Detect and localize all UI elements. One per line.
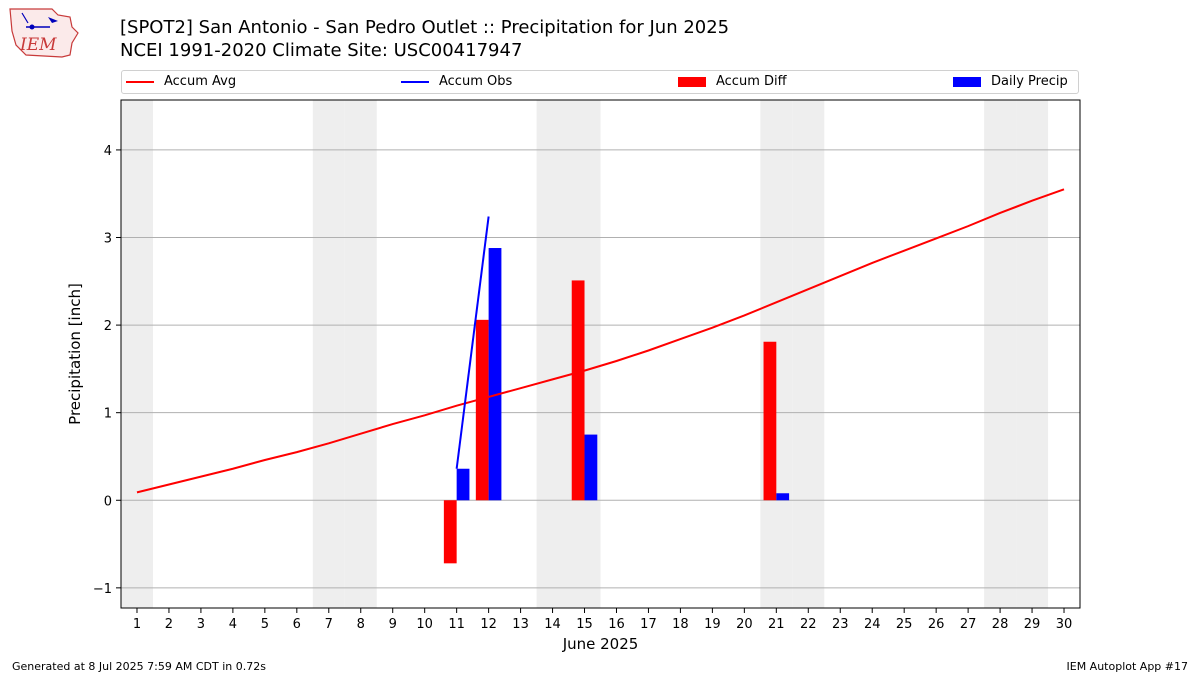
x-axis-label: June 2025 — [562, 635, 639, 653]
x-tick-label: 29 — [1024, 617, 1041, 632]
x-tick-label: 20 — [736, 617, 753, 632]
legend-label: Accum Obs — [439, 74, 513, 89]
weekend-shade — [1016, 100, 1049, 608]
x-tick-label: 28 — [992, 617, 1009, 632]
y-tick-label: 0 — [104, 494, 112, 509]
daily-precip-bar — [776, 493, 790, 501]
plot-frame — [120, 99, 1081, 609]
legend-item-daily-precip: Daily Precip — [953, 74, 1068, 89]
legend-label: Accum Avg — [164, 74, 237, 89]
x-tick-label: 10 — [416, 617, 433, 632]
weekend-shade — [312, 100, 345, 608]
daily-precip-bar — [456, 468, 470, 501]
generated-timestamp: Generated at 8 Jul 2025 7:59 AM CDT in 0… — [12, 660, 266, 673]
legend-swatch-accum-obs — [401, 80, 429, 83]
x-tick-label: 27 — [960, 617, 977, 632]
x-tick-label: 18 — [672, 617, 689, 632]
x-tick-label: 9 — [389, 617, 397, 632]
weekend-shade — [121, 100, 153, 608]
y-axis-label: Precipitation [inch] — [66, 283, 84, 425]
weekend-shade — [984, 100, 1017, 608]
iem-logo: IEM — [9, 8, 79, 58]
y-tick-label: 2 — [104, 319, 112, 334]
x-tick-label: 11 — [448, 617, 465, 632]
y-tick-label: 4 — [104, 144, 112, 159]
daily-precip-bar — [488, 248, 502, 501]
x-tick-label: 2 — [165, 617, 173, 632]
accum-diff-bar — [443, 500, 457, 564]
x-tick-label: 8 — [357, 617, 365, 632]
x-tick-label: 24 — [864, 617, 881, 632]
y-tick-label: −1 — [93, 582, 112, 597]
x-tick-label: 23 — [832, 617, 849, 632]
x-tick-label: 14 — [544, 617, 561, 632]
chart-subtitle: NCEI 1991-2020 Climate Site: USC00417947 — [120, 40, 523, 61]
y-tick-label: 1 — [104, 407, 112, 422]
x-tick-label: 3 — [197, 617, 205, 632]
app-credit: IEM Autoplot App #17 — [1066, 660, 1189, 673]
legend-label: Daily Precip — [991, 74, 1068, 89]
x-tick-label: 4 — [229, 617, 237, 632]
x-tick-label: 25 — [896, 617, 913, 632]
x-tick-label: 21 — [768, 617, 785, 632]
x-tick-label: 5 — [261, 617, 269, 632]
x-tick-label: 6 — [293, 617, 301, 632]
accum-diff-bar — [571, 280, 585, 501]
x-tick-label: 12 — [480, 617, 497, 632]
legend-item-accum-diff: Accum Diff — [678, 74, 787, 89]
daily-precip-bar — [584, 434, 598, 501]
x-tick-label: 15 — [576, 617, 593, 632]
accum-diff-bar — [475, 319, 489, 501]
accum-avg-line — [136, 188, 1065, 494]
legend-swatch-daily-precip — [953, 76, 981, 87]
x-tick-label: 16 — [608, 617, 625, 632]
legend-item-accum-avg: Accum Avg — [126, 74, 236, 89]
chart-title: [SPOT2] San Antonio - San Pedro Outlet :… — [120, 17, 730, 38]
svg-text:IEM: IEM — [19, 35, 57, 55]
legend-label: Accum Diff — [716, 74, 787, 89]
accum-obs-line — [455, 216, 490, 469]
x-tick-label: 13 — [512, 617, 529, 632]
x-tick-label: 19 — [704, 617, 721, 632]
weekend-shade — [344, 100, 377, 608]
x-tick-label: 30 — [1056, 617, 1073, 632]
chart-legend: Accum Avg Accum Obs Accum Diff Daily Pre… — [121, 70, 1079, 94]
x-tick-label: 7 — [325, 617, 333, 632]
legend-swatch-accum-diff — [678, 76, 706, 87]
y-tick-label: 3 — [104, 232, 112, 247]
legend-item-accum-obs: Accum Obs — [401, 74, 512, 89]
x-tick-label: 22 — [800, 617, 817, 632]
x-tick-label: 17 — [640, 617, 657, 632]
weekend-shade — [792, 100, 825, 608]
weekend-shade — [536, 100, 569, 608]
x-tick-label: 1 — [133, 617, 141, 632]
legend-swatch-accum-avg — [126, 80, 154, 83]
accum-diff-bar — [763, 341, 777, 501]
x-tick-label: 26 — [928, 617, 945, 632]
